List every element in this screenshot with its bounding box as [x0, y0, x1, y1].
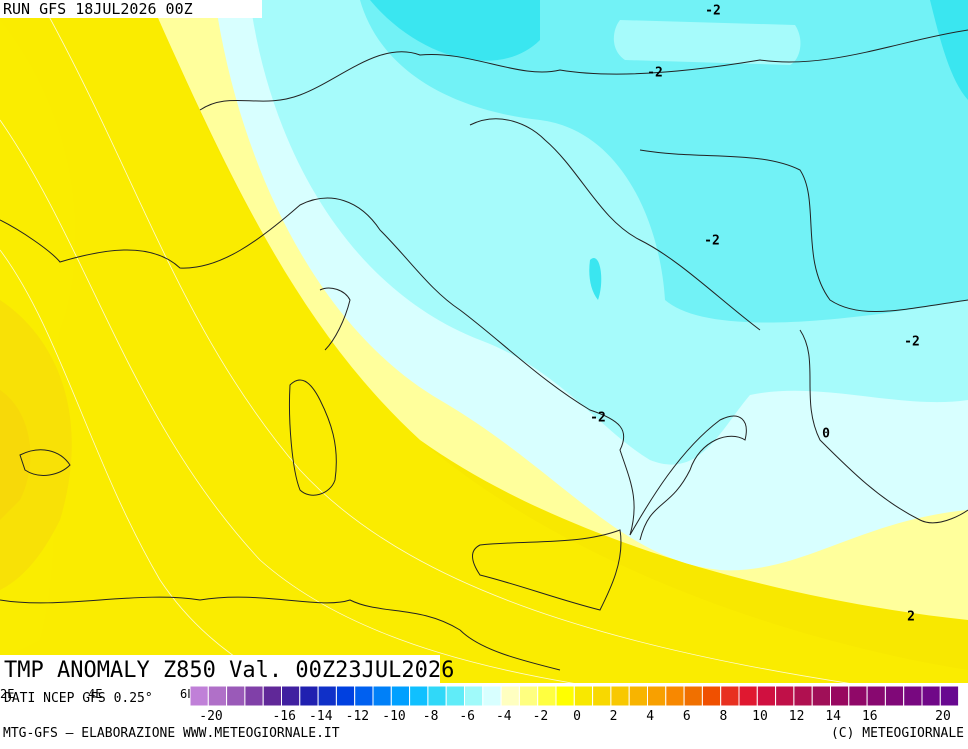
- footer-left: MTG-GFS — ELABORAZIONE WWW.METEOGIORNALE…: [3, 726, 340, 741]
- scale-swatch: [811, 685, 832, 707]
- scale-label: -16: [272, 709, 295, 724]
- run-box: [0, 0, 262, 18]
- contour-label: 2: [907, 610, 915, 625]
- scale-swatch: [921, 685, 941, 707]
- scale-label: -4: [496, 709, 512, 724]
- coastlines: [0, 29, 968, 671]
- contour-label: -2: [904, 335, 920, 350]
- scale-swatch: [628, 685, 649, 707]
- footer-right: (C) METEOGIORNALE: [831, 726, 964, 741]
- run-label: RUN GFS 18JUL2026 00Z: [3, 0, 193, 18]
- scale-swatch: [335, 685, 356, 707]
- contour-label: -2: [704, 234, 720, 249]
- scale-label: -12: [346, 709, 369, 724]
- contour-label: -2: [590, 411, 606, 426]
- scale-swatch: [939, 685, 960, 707]
- scale-swatch: [866, 685, 886, 707]
- scale-label: 4: [646, 709, 654, 724]
- scale-swatch: [610, 685, 630, 707]
- scale-swatch: [647, 685, 667, 707]
- scale-label: 10: [752, 709, 768, 724]
- scale-label: -10: [382, 709, 405, 724]
- scale-label: -14: [309, 709, 333, 724]
- scale-swatch: [482, 685, 502, 707]
- scale-label: -20: [199, 709, 222, 724]
- scale-swatch: [262, 685, 283, 707]
- scale-swatch: [226, 685, 246, 707]
- scale-label: 0: [573, 709, 581, 724]
- scale-swatch: [354, 685, 374, 707]
- contour-label: 0: [822, 427, 830, 442]
- title-box: [0, 655, 440, 683]
- contour-label: -2: [647, 66, 663, 81]
- scale-swatch: [537, 685, 557, 707]
- scale-swatch: [683, 685, 703, 707]
- map-title: TMP ANOMALY Z850 Val. 00Z23JUL2026: [4, 658, 454, 683]
- scale-label: -8: [423, 709, 439, 724]
- scale-swatch: [500, 685, 520, 707]
- scale-swatch: [830, 685, 850, 707]
- scale-swatch: [409, 685, 429, 707]
- scale-swatch: [775, 685, 795, 707]
- scale-swatch: [244, 685, 264, 707]
- field: [0, 0, 968, 683]
- scale-swatch: [738, 685, 758, 707]
- scale-label: 16: [862, 709, 878, 724]
- scale-swatch: [189, 685, 209, 707]
- scale-swatch: [317, 685, 337, 707]
- lon-label: 2E: [0, 687, 14, 701]
- scale-swatch: [793, 685, 813, 707]
- scale-swatch: [372, 685, 392, 707]
- scale-swatch: [445, 685, 466, 707]
- scale-swatch: [299, 685, 319, 707]
- scale-swatch: [518, 685, 539, 707]
- contour-labels: -2 -2 -2 -2 -2 -2 0 2: [590, 4, 920, 625]
- scale-label: 8: [719, 709, 727, 724]
- scale-swatch: [207, 685, 228, 707]
- scale-swatch: [848, 685, 868, 707]
- source-label: DATI NCEP GFS 0.25°: [4, 691, 153, 706]
- scale-label: 6: [683, 709, 691, 724]
- scale-label: 20: [935, 709, 951, 724]
- scale-swatch: [555, 685, 575, 707]
- scale-label: -2: [533, 709, 549, 724]
- lon-label: 4E: [88, 687, 102, 701]
- scale-swatch: [756, 685, 777, 707]
- scale-swatch: [427, 685, 447, 707]
- scale-swatch: [464, 685, 484, 707]
- scale-swatch: [281, 685, 301, 707]
- scale-label: -6: [459, 709, 475, 724]
- scale-label: 2: [610, 709, 618, 724]
- scale-swatch: [884, 685, 905, 707]
- scale-label: 14: [825, 709, 841, 724]
- contour-label: -2: [705, 4, 721, 19]
- scale-swatch: [665, 685, 685, 707]
- scale-swatch: [720, 685, 740, 707]
- scale-swatch: [701, 685, 722, 707]
- color-scale: -20 -16 -14 -12 -10 -8 -6 -4 -2 0 2 4 6 8 10 12 14 16 20: [189, 685, 960, 724]
- scale-label: 12: [789, 709, 805, 724]
- scale-swatch: [573, 685, 594, 707]
- scale-swatch: [390, 685, 411, 707]
- scale-swatch: [903, 685, 923, 707]
- scale-swatch: [592, 685, 612, 707]
